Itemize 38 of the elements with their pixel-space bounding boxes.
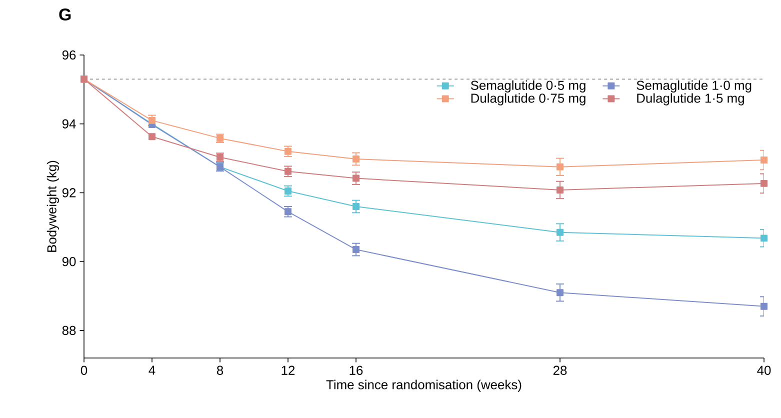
legend-label: Dulaglutide 0·75 mg — [471, 93, 586, 106]
point — [760, 234, 768, 242]
point — [556, 289, 564, 296]
point — [556, 228, 564, 236]
x-tick-label: 40 — [757, 366, 771, 375]
y-tick-label: 94 — [62, 119, 76, 128]
x-tick-label: 8 — [216, 366, 224, 375]
y-axis-title: Bodyweight (kg) — [46, 160, 59, 252]
legend-label: Semaglutide 1·0 mg — [636, 80, 752, 92]
point — [352, 156, 360, 162]
x-tick-label: 16 — [350, 366, 363, 375]
legend-label: Dulaglutide 1·5 mg — [637, 93, 744, 106]
point — [556, 186, 564, 194]
y-tick-label: 88 — [62, 326, 76, 336]
point — [760, 180, 768, 187]
point — [352, 174, 360, 182]
x-tick-label: 28 — [553, 366, 567, 375]
y-tick-label: 92 — [62, 188, 76, 198]
chart-title: G — [59, 8, 71, 21]
point — [284, 168, 292, 175]
y-tick-label: 90 — [62, 257, 76, 266]
x-tick-label: 4 — [148, 366, 156, 375]
point — [284, 208, 292, 216]
point — [760, 156, 768, 164]
legend-label: Semaglutide 0·5 mg — [470, 80, 586, 92]
point — [148, 133, 156, 140]
point — [352, 246, 360, 254]
x-axis-title: Time since randomisation (weeks) — [326, 380, 522, 392]
x-tick-label: 12 — [282, 366, 295, 375]
point — [216, 154, 224, 161]
point — [556, 163, 564, 170]
point — [760, 302, 768, 310]
point — [284, 148, 292, 155]
point — [148, 116, 156, 124]
point — [284, 188, 292, 194]
point — [352, 203, 360, 210]
y-tick-label: 96 — [62, 50, 76, 60]
x-tick-label: 0 — [80, 366, 88, 375]
